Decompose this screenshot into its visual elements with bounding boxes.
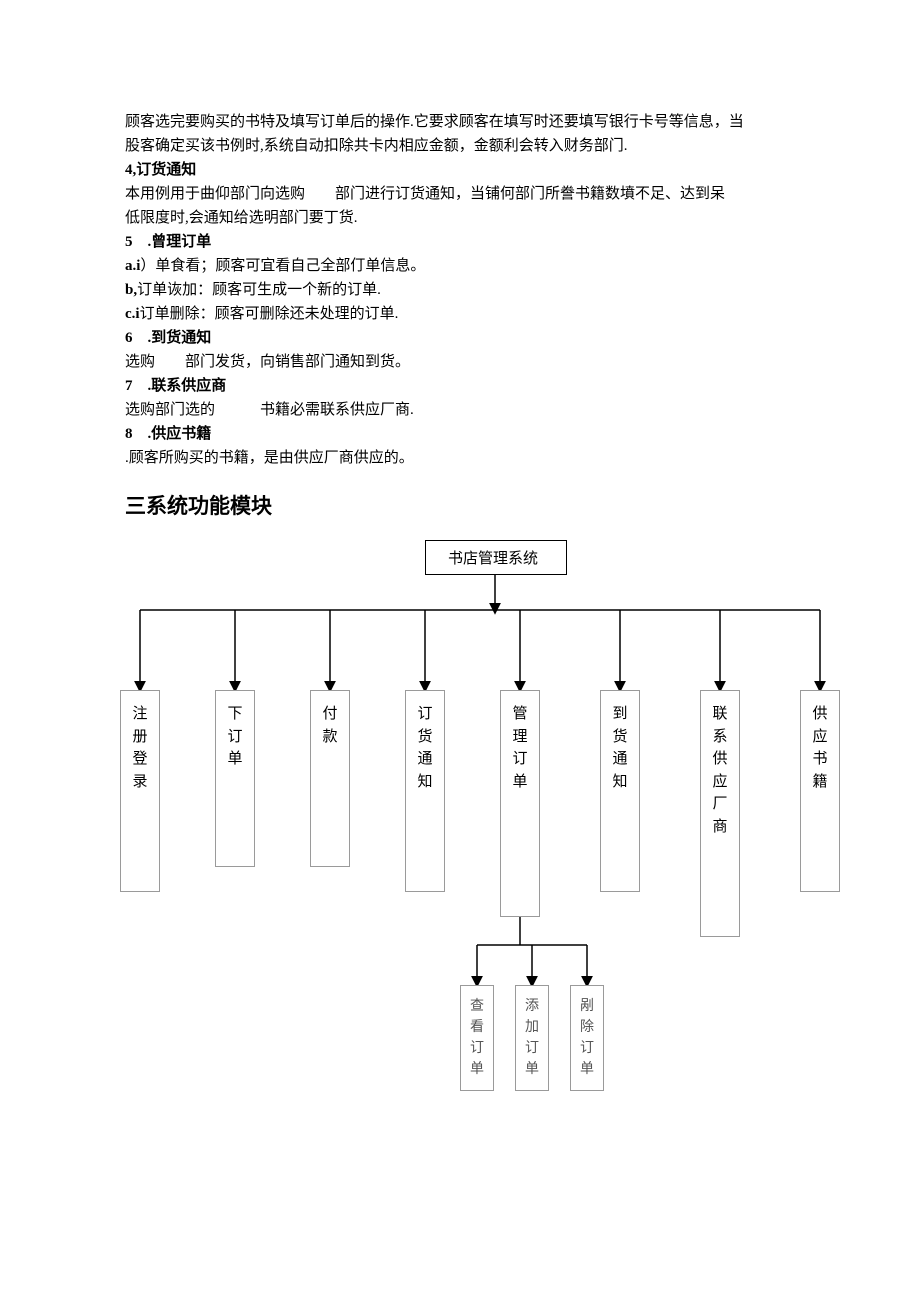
para-7: 选购部门选的 书籍必需联系供应厂商. [125,398,795,422]
root-node: 书店管理系统 [425,540,567,575]
para-5a: a.i）单食看；顾客可宜看自己全部仃单信息。 [125,254,795,278]
org-chart-diagram: 书店管理系统注册登录 下订单 付款 订货通知 管理订单 到货通知 联系供应厂商 供应书籍查看订… [110,540,880,1130]
sub-node: 查看订单 [460,985,494,1091]
sub-node: 添加订单 [515,985,549,1091]
heading-4: 4,订货通知 [125,158,795,182]
document-page: 顾客选完要购买的书特及填写订单后的操作.它要求顾客在填写时还要填写银行卡号等信息… [0,0,920,1180]
heading-6: 6 .到货通知 [125,326,795,350]
leaf-node: 下订单 [215,690,255,867]
heading-7: 7 .联系供应商 [125,374,795,398]
label-5c: c.i [125,306,140,322]
section-heading: 三系统功能模块 [125,490,795,520]
leaf-node: 管理订单 [500,690,540,917]
leaf-node: 供应书籍 [800,690,840,892]
sub-node: 剐除订单 [570,985,604,1091]
para-6: 选购 部门发货，向销售部门通知到货。 [125,350,795,374]
label-5a: a.i [125,258,140,274]
leaf-node: 到货通知 [600,690,640,892]
diagram-canvas: 书店管理系统注册登录 下订单 付款 订货通知 管理订单 到货通知 联系供应厂商 供应书籍查看订… [110,540,880,1130]
leaf-node: 订货通知 [405,690,445,892]
para-5b: b,订单诙加：顾客可生成一个新的订单. [125,278,795,302]
para-4-line-2: 低限度时,会通知给选明部门要丁货. [125,206,795,230]
text-5c: 订单删除：顾客可删除还未处理的订单. [140,306,399,322]
text-5a: ）单食看；顾客可宜看自己全部仃单信息。 [140,258,425,274]
para-8: .顾客所购买的书籍，是由供应厂商供应的。 [125,446,795,470]
label-5b: b, [125,282,137,298]
para-4-line-1: 本用例用于曲仰部门向选购 部门进行订货通知，当铺何部门所誊书籍数墳不足、达到呆 [125,182,795,206]
intro-line-1: 顾客选完要购买的书特及填写订单后的操作.它要求顾客在填写时还要填写银行卡号等信息… [125,110,795,134]
text-5b: 订单诙加：顾客可生成一个新的订单. [137,282,381,298]
heading-8: 8 .供应书籍 [125,422,795,446]
intro-line-2: 股客确定买该书例时,系统自动扣除共卡内相应金额，金额利会转入财务部门. [125,134,795,158]
leaf-node: 注册登录 [120,690,160,892]
leaf-node: 联系供应厂商 [700,690,740,937]
heading-5: 5 .曾理订单 [125,230,795,254]
leaf-node: 付款 [310,690,350,867]
para-5c: c.i订单删除：顾客可删除还未处理的订单. [125,302,795,326]
